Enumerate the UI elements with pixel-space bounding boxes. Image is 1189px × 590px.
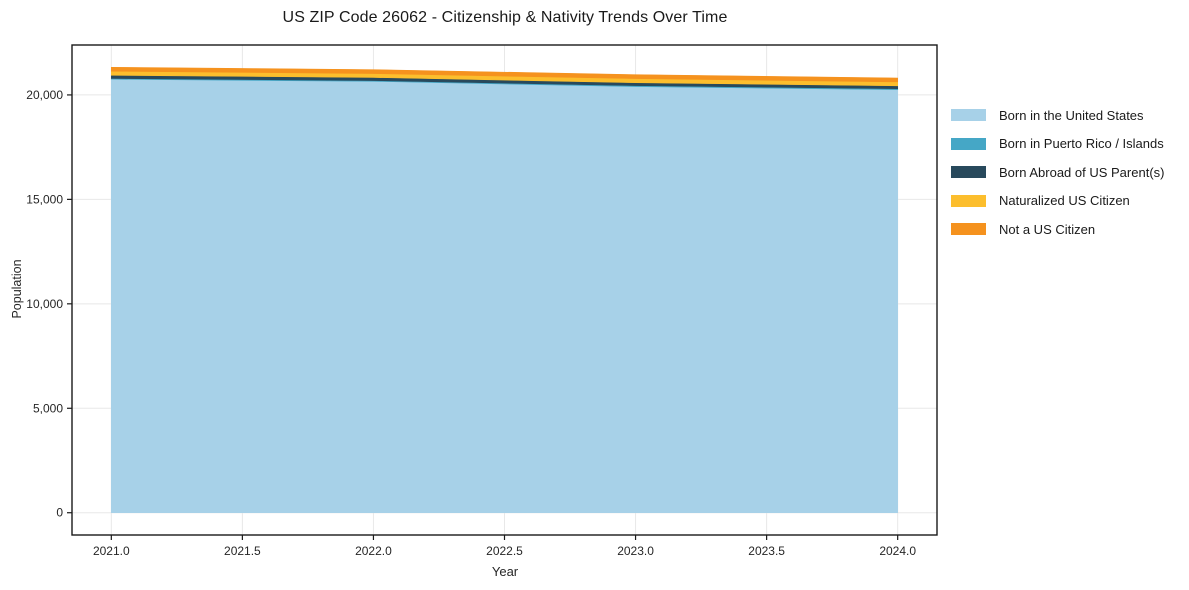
x-tick-label: 2022.5 [486,544,523,558]
legend-item-born-in-puerto-rico-islands: Born in Puerto Rico / Islands [951,130,1164,159]
legend-label: Not a US Citizen [999,221,1096,237]
legend-label: Born in Puerto Rico / Islands [999,136,1164,152]
x-tick-label: 2021.0 [93,544,130,558]
legend-swatch-icon [951,223,986,236]
legend-label: Naturalized US Citizen [999,193,1130,209]
y-tick-label: 15,000 [26,192,63,206]
legend-label: Born Abroad of US Parent(s) [999,164,1165,180]
legend-item-born-abroad-of-us-parent-s: Born Abroad of US Parent(s) [951,158,1164,187]
x-axis-label: Year [491,564,519,579]
y-tick-label: 0 [56,506,63,520]
x-tick-label: 2024.0 [879,544,916,558]
legend-item-naturalized-us-citizen: Naturalized US Citizen [951,187,1164,216]
x-tick-label: 2023.0 [617,544,654,558]
x-tick-label: 2023.5 [748,544,785,558]
legend: Born in the United States Born in Puerto … [951,101,1164,244]
legend-swatch-icon [951,166,986,179]
x-tick-label: 2021.5 [224,544,261,558]
area-born-in-the-united-states [111,78,898,514]
legend-swatch-icon [951,137,986,150]
chart-title: US ZIP Code 26062 - Citizenship & Nativi… [282,9,728,26]
legend-label: Born in the United States [999,107,1144,123]
legend-item-born-in-the-united-states: Born in the United States [951,101,1164,130]
legend-swatch-icon [951,194,986,207]
y-tick-label: 10,000 [26,297,63,311]
x-tick-label: 2022.0 [355,544,392,558]
y-axis-label: Population [10,259,24,319]
y-tick-label: 20,000 [26,88,63,102]
legend-swatch-icon [951,109,986,122]
area-not-a-us-citizen [111,66,898,83]
y-tick-label: 5,000 [33,401,63,415]
legend-item-not-a-us-citizen: Not a US Citizen [951,215,1164,244]
